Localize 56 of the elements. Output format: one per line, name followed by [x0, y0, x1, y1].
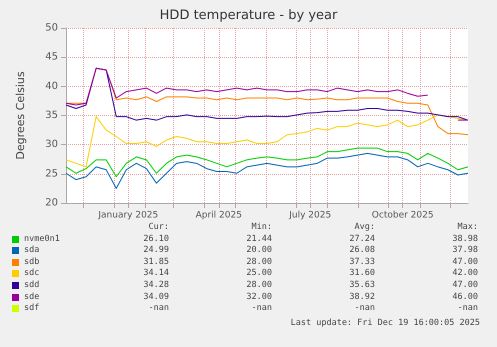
- legend-label: sdd: [24, 280, 40, 292]
- y-tick-label: 20: [45, 198, 58, 208]
- text: 37.98: [451, 245, 478, 257]
- text: 26.10: [142, 234, 169, 246]
- text: -nan: [456, 303, 478, 315]
- text: 34.09: [142, 292, 169, 304]
- text: 46.00: [451, 292, 478, 304]
- text: 28.00: [245, 280, 272, 292]
- y-tick-label: 30: [45, 139, 58, 150]
- text: 47.00: [451, 280, 478, 292]
- text: 34.28: [142, 280, 169, 292]
- text: 21.44: [245, 234, 272, 246]
- line-series: [66, 68, 468, 121]
- text: 42.00: [451, 268, 478, 280]
- y-tick-label: 25: [45, 168, 58, 180]
- text: 31.60: [348, 268, 375, 280]
- legend-label: nvme0n1: [24, 234, 61, 246]
- text: -nan: [354, 303, 375, 315]
- text: Cur:: [148, 222, 169, 234]
- text: 20.00: [245, 245, 272, 257]
- text: 25.00: [245, 268, 272, 280]
- text: Min:: [250, 222, 272, 234]
- x-tick-label: January 2025: [97, 210, 158, 220]
- legend-label: sdf: [24, 303, 40, 315]
- y-axis-title: Degrees Celsius: [14, 71, 27, 160]
- y-tick-label: 45: [45, 52, 58, 63]
- text: 34.14: [142, 268, 169, 280]
- text: 26.08: [348, 245, 375, 257]
- text: 24.99: [142, 245, 169, 257]
- text: Avg:: [354, 222, 375, 234]
- text: 27.24: [348, 234, 375, 246]
- text: -nan: [250, 303, 272, 315]
- chart-title: HDD temperature - by year: [160, 8, 338, 23]
- text: 28.00: [245, 256, 272, 268]
- text: Last update: Fri Dec 19 16:00:05 2025: [290, 318, 480, 328]
- y-tick-label: 35: [45, 110, 58, 121]
- legend-label: sdc: [24, 268, 40, 280]
- legend-label: sda: [24, 245, 40, 257]
- text: 32.00: [245, 292, 272, 304]
- y-tick-label: 40: [45, 80, 58, 92]
- text: 38.92: [348, 292, 375, 304]
- text: Max:: [456, 222, 478, 234]
- text: 47.00: [451, 256, 478, 268]
- text: -nan: [148, 303, 169, 315]
- legend-label: sde: [24, 292, 40, 304]
- text: 35.63: [348, 280, 375, 292]
- x-tick-label: October 2025: [372, 210, 434, 220]
- line-series: [66, 152, 468, 189]
- text: 37.33: [348, 256, 375, 268]
- x-tick-label: July 2025: [288, 210, 332, 220]
- line-series: [66, 148, 468, 178]
- text: 31.85: [142, 256, 169, 268]
- legend-label: sdb: [24, 256, 40, 268]
- y-tick-label: 50: [45, 22, 58, 34]
- x-tick-label: April 2025: [196, 210, 242, 220]
- text: 38.98: [451, 234, 478, 246]
